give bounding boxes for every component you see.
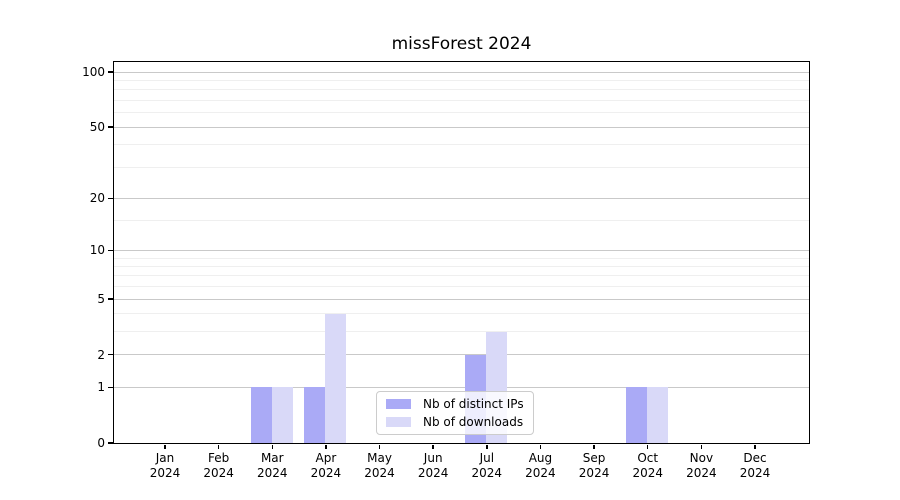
legend-swatch-distinct-ips-icon <box>386 399 411 409</box>
y-tick-label: 0 <box>97 436 105 450</box>
x-tick-label: Apr 2024 <box>310 451 342 480</box>
y-tick-label: 10 <box>89 243 105 258</box>
major-grid-line <box>114 197 809 199</box>
y-tick <box>108 126 113 128</box>
minor-grid-line <box>114 219 809 221</box>
y-tick-label: 5 <box>97 292 105 307</box>
x-tick-label: Aug 2024 <box>525 451 556 480</box>
y-tick <box>108 71 113 73</box>
bar <box>647 387 669 443</box>
bar <box>304 387 326 443</box>
y-tick-label: 50 <box>89 120 105 135</box>
x-tick <box>271 444 274 449</box>
x-tick-label: Oct 2024 <box>632 451 663 480</box>
minor-grid-line <box>114 313 809 315</box>
major-grid-line <box>114 71 809 73</box>
minor-grid-line <box>114 331 809 333</box>
x-tick <box>432 444 434 449</box>
legend-item-downloads: Nb of downloads <box>386 414 524 430</box>
legend-item-distinct-ips: Nb of distinct IPs <box>386 396 524 412</box>
x-tick <box>378 444 381 449</box>
x-tick-label: May 2024 <box>364 451 395 480</box>
major-grid-line <box>114 354 809 356</box>
y-tick-label: 2 <box>97 347 105 362</box>
x-tick-label: Sep 2024 <box>578 451 610 480</box>
minor-grid-line <box>114 112 809 114</box>
major-grid-line <box>114 249 809 251</box>
major-grid-line <box>114 298 809 300</box>
minor-grid-line <box>114 265 809 267</box>
y-tick <box>108 197 113 200</box>
x-tick-label: Feb 2024 <box>203 451 234 480</box>
y-tick <box>108 298 113 300</box>
x-tick <box>754 444 756 449</box>
bar <box>271 387 293 443</box>
y-tick <box>108 249 113 252</box>
plot-area: Nb of distinct IPs Nb of downloads <box>113 61 810 444</box>
minor-grid-line <box>114 286 809 288</box>
minor-grid-line <box>114 144 809 146</box>
bar <box>626 387 648 443</box>
x-tick-label: Nov 2024 <box>686 451 717 480</box>
minor-grid-line <box>114 80 809 82</box>
y-tick <box>108 353 113 356</box>
x-tick <box>539 444 542 449</box>
minor-grid-line <box>114 275 809 277</box>
x-tick <box>486 444 488 449</box>
x-tick-label: Jun 2024 <box>417 451 449 480</box>
minor-grid-line <box>114 89 809 91</box>
chart-title: missForest 2024 <box>391 34 532 54</box>
legend-swatch-downloads-icon <box>386 417 411 427</box>
y-tick-label: 1 <box>97 380 105 395</box>
x-tick <box>700 444 703 449</box>
minor-grid-line <box>114 166 809 168</box>
major-grid-line <box>114 386 809 388</box>
legend-label-distinct-ips: Nb of distinct IPs <box>423 397 524 411</box>
y-tick <box>108 386 113 389</box>
x-tick-label: Jul 2024 <box>471 451 503 480</box>
y-tick-label: 100 <box>82 65 105 80</box>
x-tick <box>325 444 327 449</box>
minor-grid-line <box>114 257 809 259</box>
major-grid-line <box>114 126 809 128</box>
bar <box>250 387 272 443</box>
x-tick-label: Mar 2024 <box>256 451 288 480</box>
legend: Nb of distinct IPs Nb of downloads <box>376 391 534 435</box>
bar <box>325 313 347 443</box>
legend-label-downloads: Nb of downloads <box>423 415 524 429</box>
x-tick <box>164 444 166 449</box>
x-tick <box>217 444 220 449</box>
x-tick <box>646 444 649 449</box>
y-tick-label: 20 <box>89 191 105 206</box>
x-tick-label: Dec 2024 <box>739 451 771 480</box>
x-tick <box>593 444 595 449</box>
y-tick <box>108 442 113 444</box>
x-tick-label: Jan 2024 <box>149 451 181 480</box>
minor-grid-line <box>114 100 809 102</box>
